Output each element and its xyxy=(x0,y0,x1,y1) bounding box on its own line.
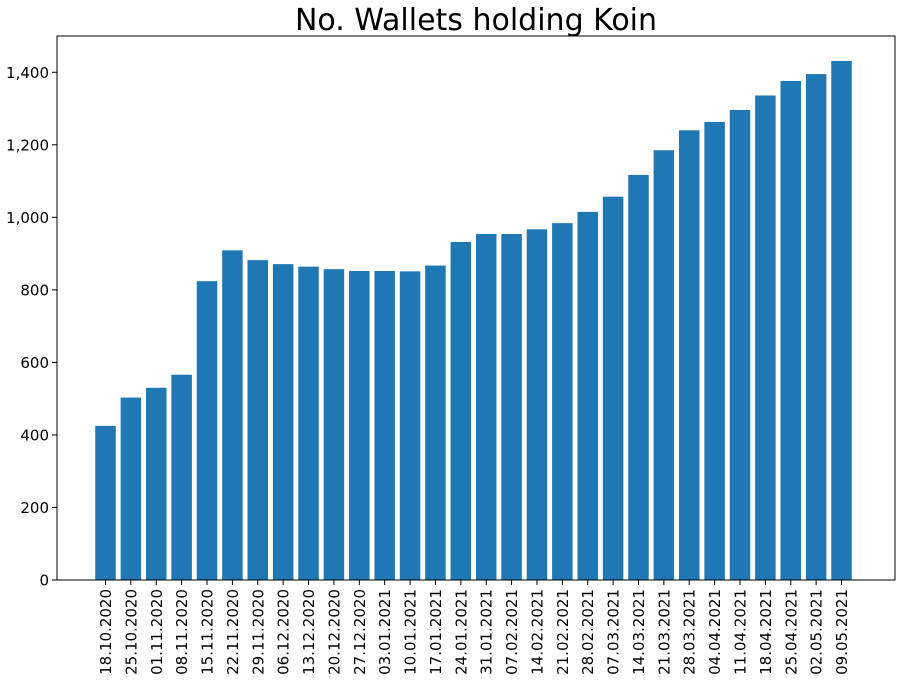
x-tick-label: 21.03.2021 xyxy=(655,589,673,675)
bar-21.03.2021 xyxy=(653,150,675,581)
x-tick-label: 28.03.2021 xyxy=(681,589,699,675)
x-tick-label: 14.03.2021 xyxy=(630,589,648,675)
bar-29.11.2020 xyxy=(247,260,269,580)
x-tick-label: 31.01.2021 xyxy=(478,589,496,675)
x-tick-label: 09.05.2021 xyxy=(833,589,851,675)
bar-10.01.2021 xyxy=(399,271,421,580)
y-tick-label: 600 xyxy=(20,354,49,372)
bar-25.10.2020 xyxy=(120,397,142,580)
x-tick-label: 22.11.2020 xyxy=(224,589,242,675)
x-tick-label: 02.05.2021 xyxy=(808,589,826,675)
x-tick-label: 25.10.2020 xyxy=(122,589,140,675)
x-tick-label: 14.02.2021 xyxy=(528,589,546,675)
x-tick-label: 25.04.2021 xyxy=(782,589,800,675)
chart-title: No. Wallets holding Koin xyxy=(295,3,657,38)
x-tick-label: 04.04.2021 xyxy=(706,589,724,675)
y-tick-label: 0 xyxy=(39,572,49,590)
x-tick-label: 20.12.2020 xyxy=(325,589,343,675)
bar-17.01.2021 xyxy=(425,265,446,580)
y-axis: 0 200 400 600 800 1,000 1,200 1,400 xyxy=(6,64,57,590)
x-tick-label: 27.12.2020 xyxy=(351,589,369,675)
x-tick-label: 06.12.2020 xyxy=(275,589,293,675)
bar-21.02.2021 xyxy=(552,223,573,580)
x-tick-label: 10.01.2021 xyxy=(402,589,420,675)
bar-27.12.2020 xyxy=(349,271,370,580)
bar-25.04.2021 xyxy=(780,80,802,580)
x-tick-label: 07.02.2021 xyxy=(503,589,521,675)
bar-24.01.2021 xyxy=(450,241,472,581)
x-tick-label: 21.02.2021 xyxy=(554,589,572,675)
bar-02.05.2021 xyxy=(805,74,827,580)
x-tick-label: 28.02.2021 xyxy=(579,589,597,675)
bar-14.03.2021 xyxy=(628,174,649,580)
x-axis: 18.10.2020 25.10.2020 01.11.2020 08.11.2020… xyxy=(97,580,851,675)
x-tick-label: 03.01.2021 xyxy=(376,589,394,675)
bar-09.05.2021 xyxy=(831,61,852,580)
x-tick-label: 17.01.2021 xyxy=(427,589,445,675)
x-tick-label: 18.04.2021 xyxy=(757,589,775,675)
x-tick-label: 01.11.2020 xyxy=(148,589,166,675)
x-tick-label: 11.04.2021 xyxy=(732,589,750,675)
bar-03.01.2021 xyxy=(374,271,395,580)
x-tick-label: 08.11.2020 xyxy=(173,589,191,675)
x-tick-label: 13.12.2020 xyxy=(300,589,318,675)
x-tick-label: 15.11.2020 xyxy=(199,589,217,675)
bar-07.03.2021 xyxy=(602,196,624,580)
bar-13.12.2020 xyxy=(298,266,319,580)
bar-04.04.2021 xyxy=(704,121,725,580)
bar-22.11.2020 xyxy=(222,250,243,580)
y-tick-label: 1,000 xyxy=(6,209,49,227)
bar-28.03.2021 xyxy=(678,130,700,581)
bar-06.12.2020 xyxy=(272,264,294,580)
plot-frame xyxy=(56,35,896,581)
bar-18.10.2020 xyxy=(95,425,116,580)
y-tick-label: 1,200 xyxy=(6,136,49,154)
bar-11.04.2021 xyxy=(729,109,751,580)
bar-18.04.2021 xyxy=(755,95,776,580)
y-tick-label: 800 xyxy=(20,281,49,299)
x-tick-label: 07.03.2021 xyxy=(605,589,623,675)
y-tick-label: 200 xyxy=(20,499,49,517)
bar-08.11.2020 xyxy=(171,374,192,580)
y-tick-label: 400 xyxy=(20,426,49,444)
bar-01.11.2020 xyxy=(146,387,167,580)
bar-31.01.2021 xyxy=(475,234,497,580)
bar-15.11.2020 xyxy=(196,281,218,580)
bar-14.02.2021 xyxy=(526,229,548,581)
x-tick-label: 18.10.2020 xyxy=(97,589,115,675)
bar-20.12.2020 xyxy=(323,269,345,580)
x-tick-label: 29.11.2020 xyxy=(249,589,267,675)
x-tick-label: 24.01.2021 xyxy=(452,589,470,675)
y-tick-label: 1,400 xyxy=(6,64,49,82)
bar-28.02.2021 xyxy=(577,211,598,580)
bar-07.02.2021 xyxy=(501,234,522,580)
bars-layer xyxy=(95,61,852,581)
